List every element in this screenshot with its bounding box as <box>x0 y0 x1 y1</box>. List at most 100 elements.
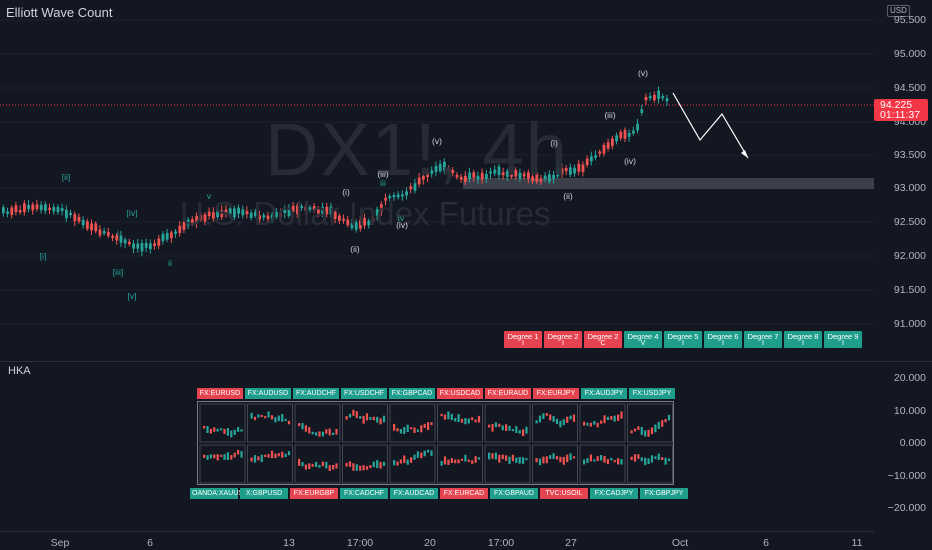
pair-label: FX:CADJPY <box>590 488 638 499</box>
mini-candle <box>515 457 518 463</box>
candle-body <box>585 158 589 165</box>
mini-candle <box>335 463 338 469</box>
candle-body <box>371 218 375 222</box>
mini-candle <box>477 457 481 460</box>
candle-body <box>518 172 522 179</box>
mini-candle <box>538 415 542 423</box>
mini-candle <box>518 430 521 434</box>
degree-label: Degree 9 <box>827 332 859 341</box>
mini-candle <box>457 414 460 423</box>
mini-candle <box>566 416 569 423</box>
time-tick: 17:00 <box>346 537 374 549</box>
mini-candle <box>250 412 253 419</box>
mini-candle <box>348 461 352 467</box>
mini-candle <box>257 414 260 418</box>
candle-body <box>199 214 203 220</box>
candle-body <box>333 211 337 219</box>
currency-badge[interactable]: USD <box>887 5 910 17</box>
pane-divider[interactable] <box>0 361 932 362</box>
mini-candle <box>508 425 511 431</box>
mini-candle <box>644 430 647 437</box>
mini-candle <box>586 422 589 426</box>
mini-candle <box>471 460 474 464</box>
candle-body <box>560 168 564 175</box>
mini-candle <box>545 413 548 416</box>
mini-candle <box>284 453 287 458</box>
time-tick: 27 <box>565 537 577 549</box>
degree-selector[interactable]: Degree 1 I Degree 2 I Degree 2 C Degree 4 V Degr… <box>504 331 862 348</box>
degree-label: Degree 7 <box>747 332 779 341</box>
candle-body <box>60 208 64 211</box>
mini-candle <box>600 454 603 461</box>
pair-label: FX:EURUSD <box>197 388 243 399</box>
mini-candle <box>552 415 555 422</box>
price-axis[interactable]: 95.500 95.000 94.500 94.000 93.500 93.00… <box>874 0 932 362</box>
mini-candle <box>549 455 552 459</box>
mini-chart-cell <box>294 403 341 443</box>
mini-candle <box>450 458 453 464</box>
candle-body <box>632 130 635 134</box>
main-chart[interactable] <box>0 0 874 362</box>
mini-candle <box>498 423 501 427</box>
candle-body <box>380 204 383 212</box>
mini-candle <box>321 431 324 437</box>
mini-chart-cell <box>437 403 483 443</box>
mini-candle <box>352 409 355 416</box>
mini-candle <box>362 415 365 424</box>
mini-candle <box>460 458 464 461</box>
candle-body <box>279 212 282 217</box>
mini-candle <box>566 454 569 463</box>
mini-candle <box>647 429 650 437</box>
candle-body <box>552 174 555 179</box>
candle-body <box>245 211 249 215</box>
chart-title[interactable]: Elliott Wave Count <box>6 5 113 20</box>
candle-body <box>447 168 450 172</box>
mini-candle <box>650 455 654 463</box>
candle-body <box>144 242 148 248</box>
mini-candle <box>308 463 311 470</box>
candle-body <box>128 241 131 245</box>
time-tick: 6 <box>147 537 153 549</box>
time-axis[interactable]: Sep 6 13 17:00 20 17:00 27 Oct 6 11 <box>0 531 874 550</box>
candle-body <box>594 155 597 158</box>
mini-candle <box>318 431 321 437</box>
pair-label: FX:EURGBP <box>290 488 338 499</box>
mini-candle <box>610 457 613 461</box>
pair-label: FX:CADCHF <box>340 488 388 499</box>
pair-label: FX:GBPJPY <box>640 488 688 499</box>
price-tick: 93.000 <box>893 182 926 194</box>
candle-body <box>644 96 648 101</box>
mini-candle <box>657 421 660 429</box>
mini-candle <box>396 428 399 432</box>
candle-body <box>241 209 245 216</box>
wave-label: (ii) <box>563 191 573 201</box>
mini-candle <box>467 459 470 462</box>
mini-candle <box>345 416 348 420</box>
degree-sub: I <box>522 340 524 347</box>
time-tick: 6 <box>763 537 769 549</box>
mini-candle <box>416 429 419 432</box>
degree-sub: C <box>600 340 606 347</box>
indicator-name[interactable]: HKA <box>8 365 31 377</box>
pair-label: FX:USDCHF <box>341 388 387 399</box>
mini-candle <box>372 416 375 421</box>
indicator-tick: −20.000 <box>887 502 926 514</box>
mini-candle <box>365 413 369 421</box>
mini-candle <box>301 462 304 467</box>
candle-body <box>304 206 308 211</box>
indicator-axis[interactable]: 20.000 10.000 0.000 −10.000 −20.000 <box>874 362 932 531</box>
mini-candle <box>423 450 426 457</box>
candle-body <box>31 204 35 211</box>
mini-candle <box>328 428 331 436</box>
indicator-tick: 20.000 <box>893 372 926 384</box>
mini-candle <box>413 427 416 433</box>
